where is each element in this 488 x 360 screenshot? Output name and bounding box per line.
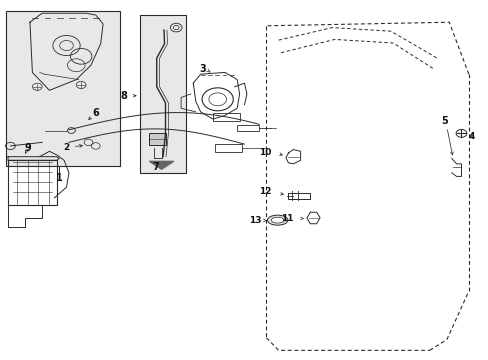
Bar (212, 113, 239, 121)
Text: 6: 6 (92, 108, 99, 118)
Polygon shape (149, 161, 173, 169)
Bar (215, 144, 242, 152)
Ellipse shape (267, 215, 287, 225)
Text: 4: 4 (468, 132, 474, 141)
Text: 8: 8 (121, 91, 127, 101)
Ellipse shape (271, 217, 284, 223)
Bar (237, 125, 259, 131)
Text: 3: 3 (199, 64, 206, 74)
Text: 9: 9 (24, 143, 31, 153)
Text: 10: 10 (259, 148, 271, 157)
Text: 5: 5 (440, 116, 447, 126)
Bar (140, 15, 185, 173)
Bar (149, 134, 166, 145)
Text: 7: 7 (152, 162, 159, 172)
Text: 12: 12 (258, 187, 271, 196)
Bar (5, 12, 120, 166)
Text: 1: 1 (56, 173, 62, 183)
Text: 2: 2 (63, 143, 69, 152)
Text: 11: 11 (280, 214, 293, 223)
Text: 13: 13 (248, 216, 261, 225)
